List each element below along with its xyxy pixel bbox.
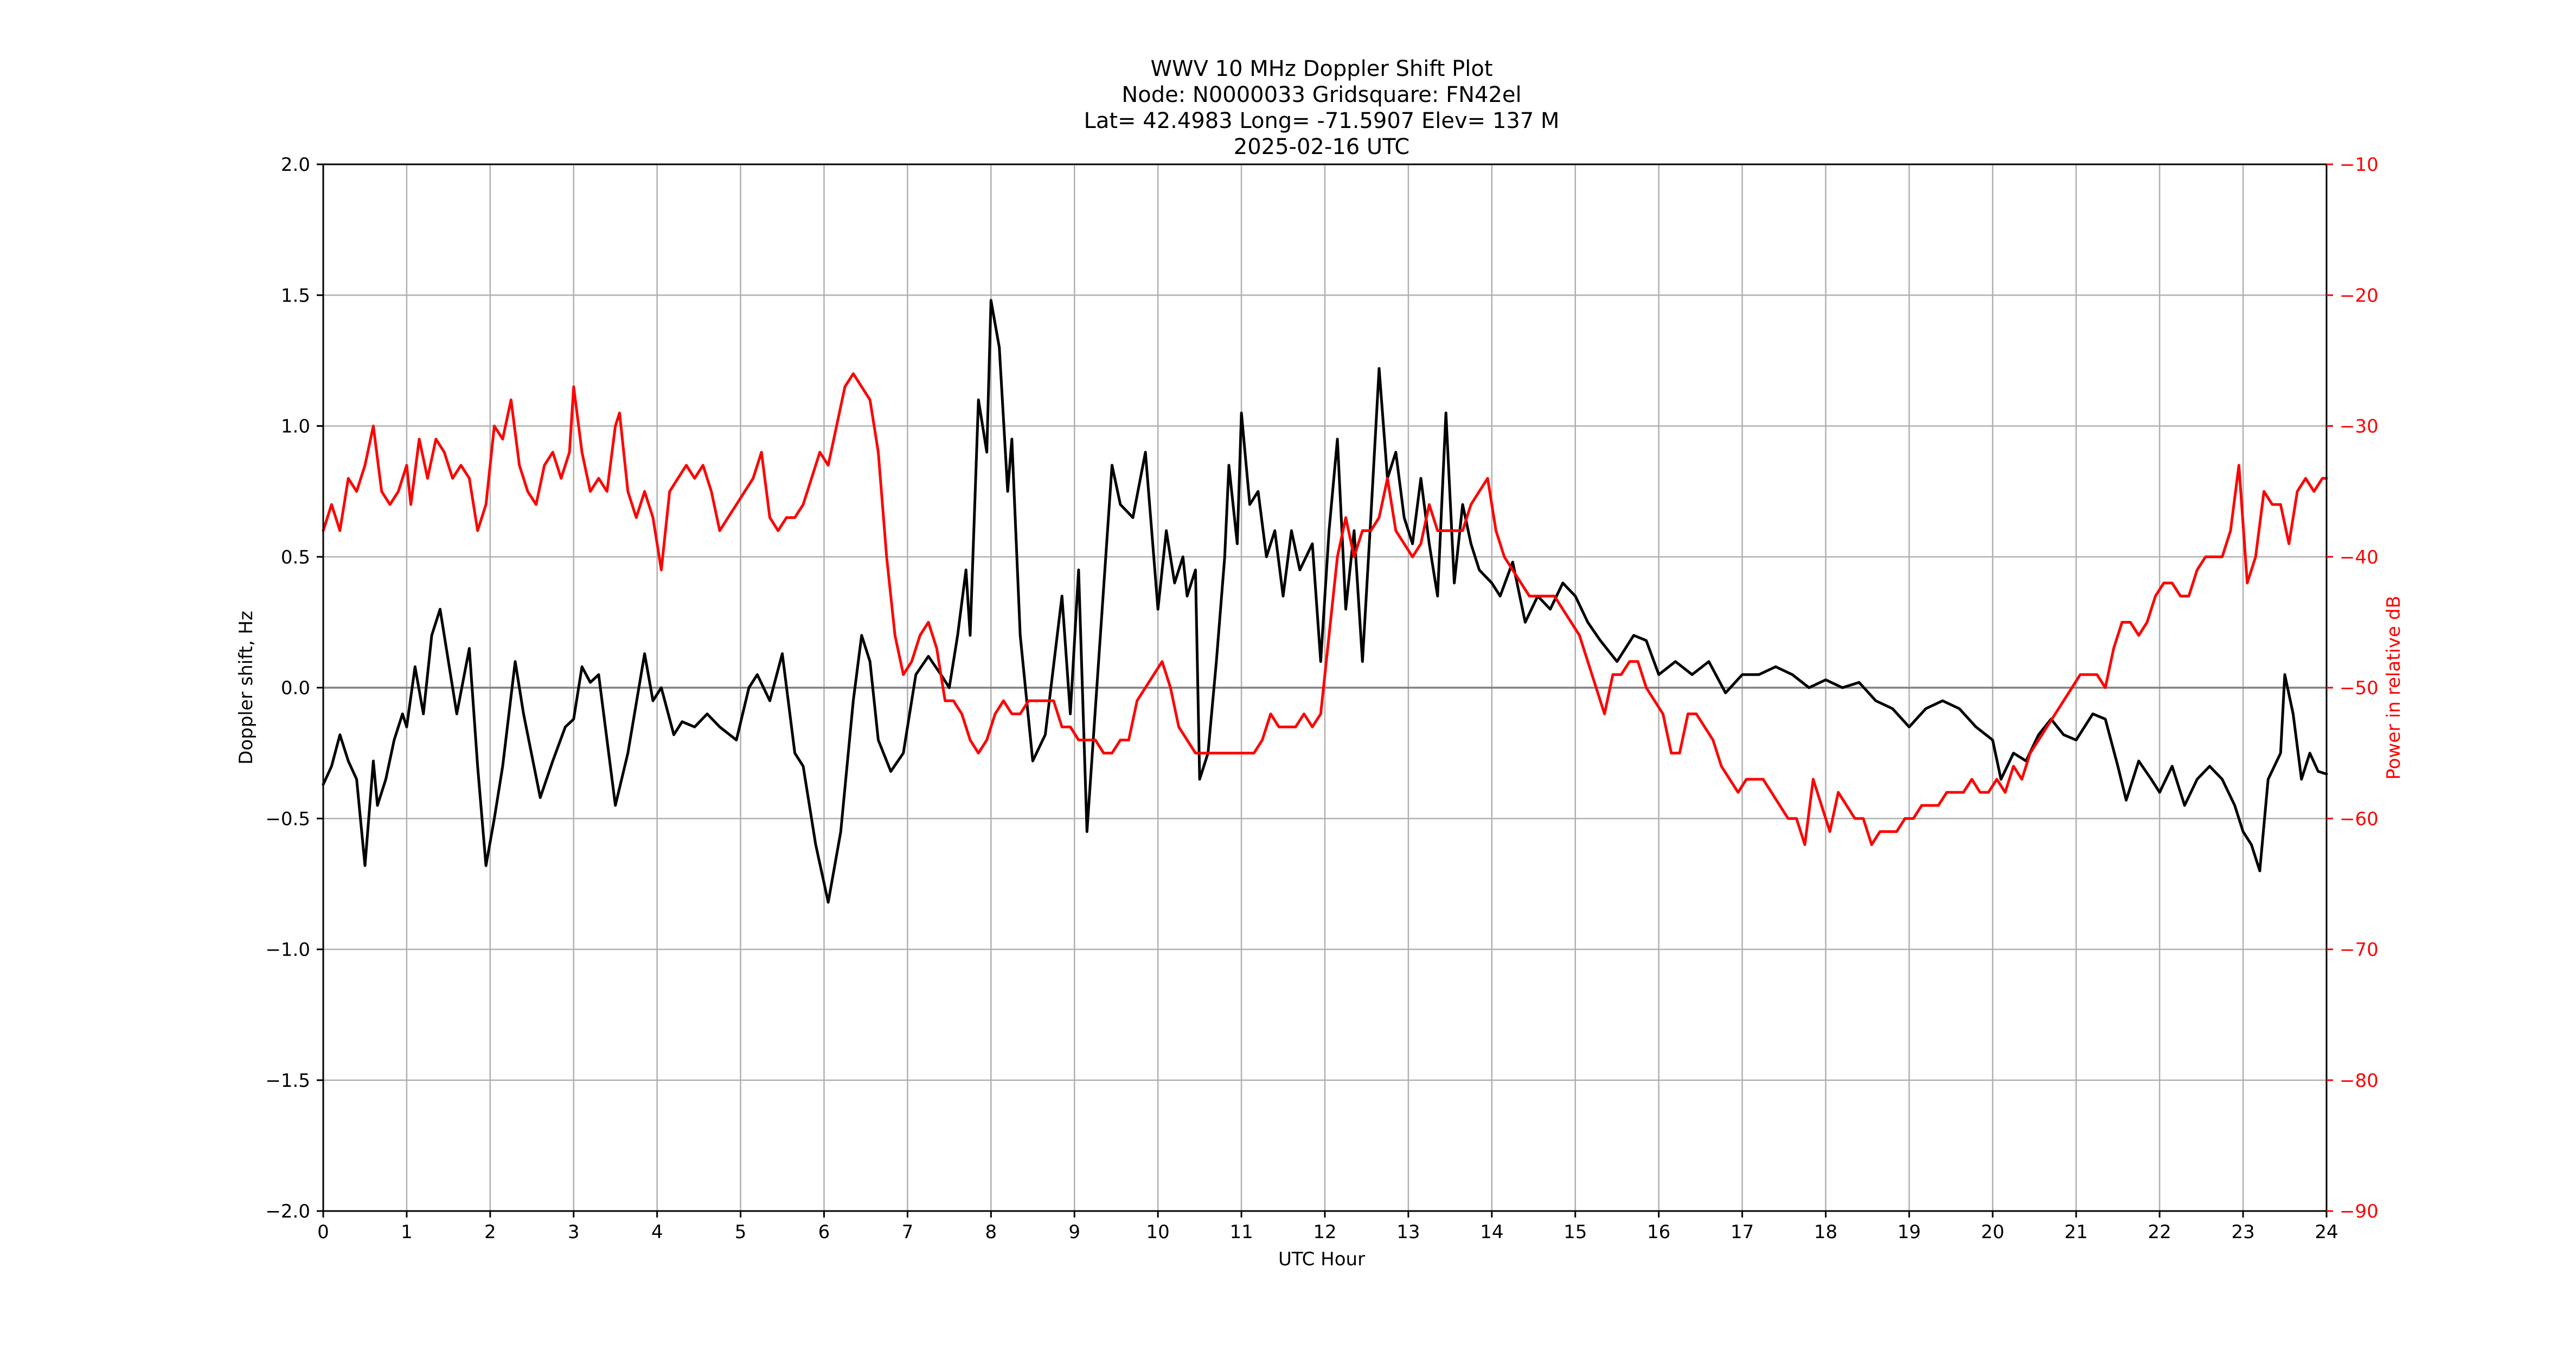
y-tick-label-right: −20 xyxy=(2340,285,2379,306)
y-tick-label-left: 0.0 xyxy=(281,677,310,699)
y-tick-label-right: −90 xyxy=(2340,1201,2379,1222)
title-line-2: Node: N0000033 Gridsquare: FN42el xyxy=(1122,82,1521,107)
y-tick-label-left: 2.0 xyxy=(281,154,310,176)
y-tick-label-right: −30 xyxy=(2340,416,2379,438)
y-tick-label-left: −0.5 xyxy=(265,808,310,830)
x-tick-label: 24 xyxy=(2315,1221,2338,1243)
x-tick-label: 11 xyxy=(1229,1221,1253,1243)
x-tick-label: 23 xyxy=(2231,1221,2254,1243)
y-tick-label-right: −70 xyxy=(2340,939,2379,961)
y-axis-label-right: Power in relative dB xyxy=(2383,595,2405,779)
x-tick-label: 0 xyxy=(317,1221,329,1243)
x-tick-label: 22 xyxy=(2148,1221,2171,1243)
y-tick-label-right: −60 xyxy=(2340,808,2379,830)
chart-title: WWV 10 MHz Doppler Shift Plot Node: N000… xyxy=(1084,56,1560,159)
x-tick-label: 15 xyxy=(1563,1221,1587,1243)
x-tick-label: 13 xyxy=(1396,1221,1420,1243)
doppler-shift-line xyxy=(322,299,2328,904)
y-tick-label-right: −80 xyxy=(2340,1070,2379,1092)
y-tick-label-left: −1.5 xyxy=(265,1070,310,1092)
x-tick-label: 14 xyxy=(1480,1221,1503,1243)
x-tick-label: 21 xyxy=(2065,1221,2088,1243)
x-tick-label: 1 xyxy=(401,1221,413,1243)
x-tick-label: 5 xyxy=(735,1221,747,1243)
x-tick-label: 9 xyxy=(1068,1221,1080,1243)
x-tick-label: 10 xyxy=(1146,1221,1170,1243)
title-line-3: Lat= 42.4983 Long= -71.5907 Elev= 137 M xyxy=(1084,108,1560,133)
y-tick-label-left: −1.0 xyxy=(265,939,310,961)
title-line-4: 2025-02-16 UTC xyxy=(1234,134,1409,159)
x-tick-label: 16 xyxy=(1647,1221,1670,1243)
x-tick-label: 2 xyxy=(484,1221,496,1243)
y-tick-label-left: 0.5 xyxy=(281,547,310,568)
power-line xyxy=(322,372,2328,846)
title-line-1: WWV 10 MHz Doppler Shift Plot xyxy=(1150,56,1492,81)
y-tick-label-right: −10 xyxy=(2340,154,2379,176)
axes: 0 1 2 3 4 5 6 7 8 9 10 11 12 13 14 15 16 17 18 19 20 21 22 23 24… xyxy=(265,154,2378,1243)
x-tick-label: 3 xyxy=(568,1221,580,1243)
x-tick-label: 20 xyxy=(1981,1221,2004,1243)
y-tick-label-left: 1.5 xyxy=(281,285,310,306)
x-tick-label: 8 xyxy=(985,1221,997,1243)
x-tick-label: 18 xyxy=(1814,1221,1837,1243)
x-tick-label: 19 xyxy=(1898,1221,1921,1243)
x-tick-label: 7 xyxy=(902,1221,914,1243)
y-tick-label-left: −2.0 xyxy=(265,1201,310,1222)
y-axis-label-left: Doppler shift, Hz xyxy=(235,611,257,765)
x-tick-label: 6 xyxy=(818,1221,830,1243)
x-axis-label: UTC Hour xyxy=(1278,1248,1365,1270)
x-tick-label: 12 xyxy=(1313,1221,1336,1243)
series-lines xyxy=(322,299,2328,904)
y-tick-label-left: 1.0 xyxy=(281,416,310,438)
y-tick-label-right: −40 xyxy=(2340,547,2379,568)
x-tick-label: 4 xyxy=(651,1221,663,1243)
x-tick-label: 17 xyxy=(1731,1221,1754,1243)
y-tick-label-right: −50 xyxy=(2340,677,2379,699)
